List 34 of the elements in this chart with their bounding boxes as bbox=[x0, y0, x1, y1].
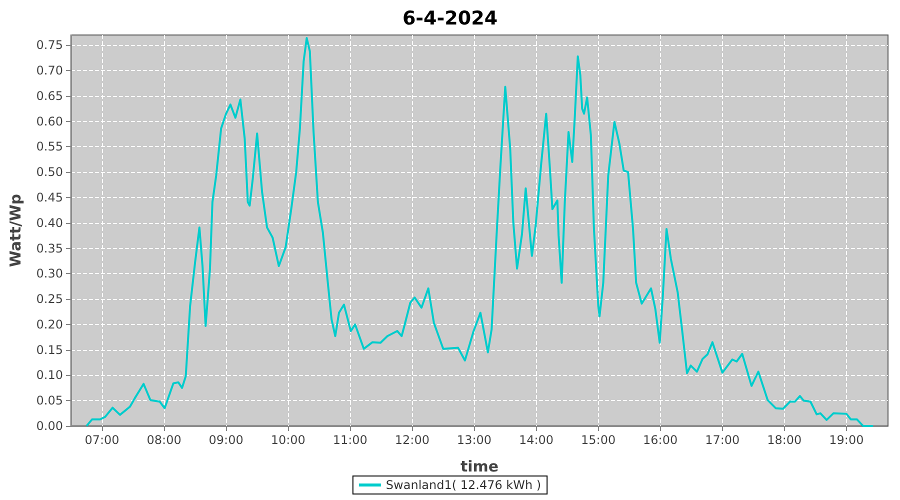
y-tick-label: 0.20 bbox=[36, 317, 63, 332]
y-tick-label: 0.65 bbox=[36, 88, 63, 103]
y-tick-label: 0.70 bbox=[36, 64, 63, 78]
x-tick-label: 14:00 bbox=[518, 433, 554, 447]
x-tick-label: 11:00 bbox=[332, 433, 368, 447]
y-tick-label: 0.45 bbox=[36, 190, 63, 204]
x-tick-label: 16:00 bbox=[643, 433, 678, 447]
y-tick-label: 0.10 bbox=[36, 368, 63, 382]
x-tick-label: 10:00 bbox=[270, 433, 306, 447]
x-tick-label: 17:00 bbox=[705, 433, 740, 447]
line-series bbox=[86, 37, 874, 427]
y-axis-title: Watt/Wp bbox=[6, 194, 24, 268]
x-tick-label: 19:00 bbox=[829, 433, 864, 447]
x-tick-label: 18:00 bbox=[767, 433, 802, 447]
x-tick-label: 12:00 bbox=[394, 433, 430, 447]
x-tick-label: 08:00 bbox=[146, 433, 182, 447]
x-tick-label: 07:00 bbox=[84, 433, 120, 447]
x-tick-label: 13:00 bbox=[456, 433, 492, 447]
y-tick-label: 0.50 bbox=[36, 165, 63, 180]
legend-label: Swanland1( 12.476 kWh ) bbox=[386, 478, 542, 492]
y-tick-label: 0.40 bbox=[36, 216, 63, 230]
x-axis-title: time bbox=[460, 458, 499, 476]
y-tick-label: 0.25 bbox=[36, 292, 63, 306]
y-tick-label: 0.75 bbox=[36, 38, 63, 52]
y-tick-label: 0.15 bbox=[36, 342, 63, 357]
x-tick-label: 09:00 bbox=[208, 433, 244, 447]
y-tick-label: 0.30 bbox=[36, 266, 63, 281]
y-tick-label: 0.00 bbox=[36, 419, 63, 433]
y-tick-label: 0.35 bbox=[36, 241, 63, 256]
y-tick-label: 0.05 bbox=[36, 394, 63, 408]
chart-title: 6-4-2024 bbox=[402, 8, 498, 30]
y-tick-label: 0.60 bbox=[36, 114, 63, 128]
x-tick-label: 15:00 bbox=[581, 433, 616, 447]
y-tick-label: 0.55 bbox=[36, 140, 63, 154]
